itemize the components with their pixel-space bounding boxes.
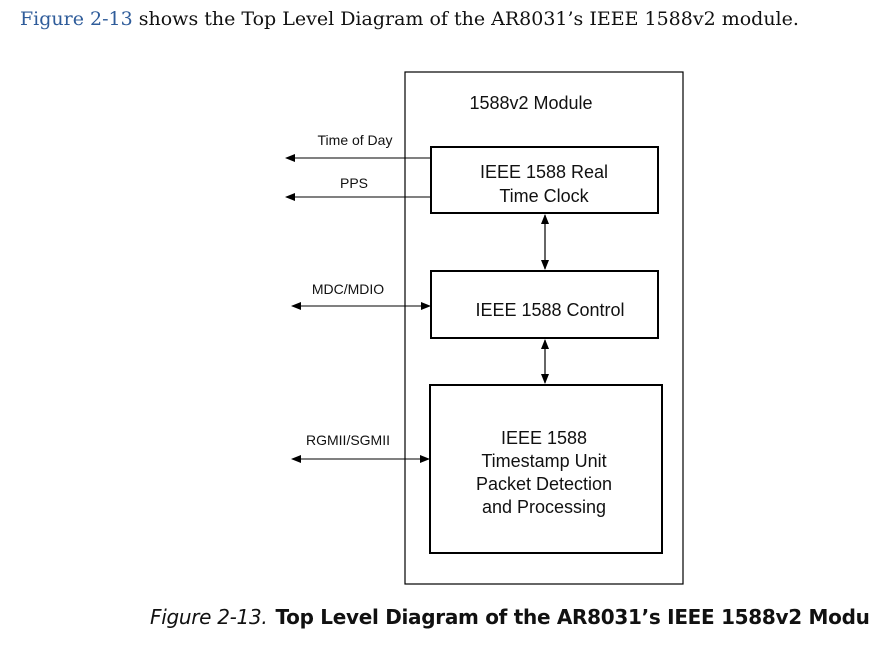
module-title: 1588v2 Module — [469, 93, 592, 113]
rtc-label-line-2: Time Clock — [499, 186, 589, 206]
figure-reference-link[interactable]: Figure 2-13 — [20, 8, 133, 30]
pps-label: PPS — [340, 175, 368, 191]
control-label: IEEE 1588 Control — [475, 300, 624, 320]
control-box — [430, 270, 659, 339]
timestamp-unit-box — [429, 384, 663, 554]
rtc-box — [430, 146, 659, 214]
intro-paragraph: Figure 2-13 shows the Top Level Diagram … — [20, 8, 799, 30]
tsu-label-line-4: and Processing — [482, 497, 606, 517]
tsu-label-line-2: Timestamp Unit — [481, 451, 606, 471]
caption-number: Figure 2-13. — [150, 605, 268, 629]
module-outer-box — [404, 71, 684, 585]
mdc-mdio-label: MDC/MDIO — [312, 281, 384, 297]
tsu-label-line-3: Packet Detection — [476, 474, 612, 494]
figure-caption: Figure 2-13. Top Level Diagram of the AR8… — [150, 605, 869, 629]
tsu-label-line-1: IEEE 1588 — [501, 428, 587, 448]
caption-title: Top Level Diagram of the AR8031’s IEEE 1… — [275, 605, 869, 629]
time-of-day-label: Time of Day — [318, 132, 393, 148]
rtc-label-line-1: IEEE 1588 Real — [480, 162, 608, 182]
intro-text: shows the Top Level Diagram of the AR803… — [132, 8, 799, 30]
rgmii-sgmii-label: RGMII/SGMII — [306, 432, 390, 448]
